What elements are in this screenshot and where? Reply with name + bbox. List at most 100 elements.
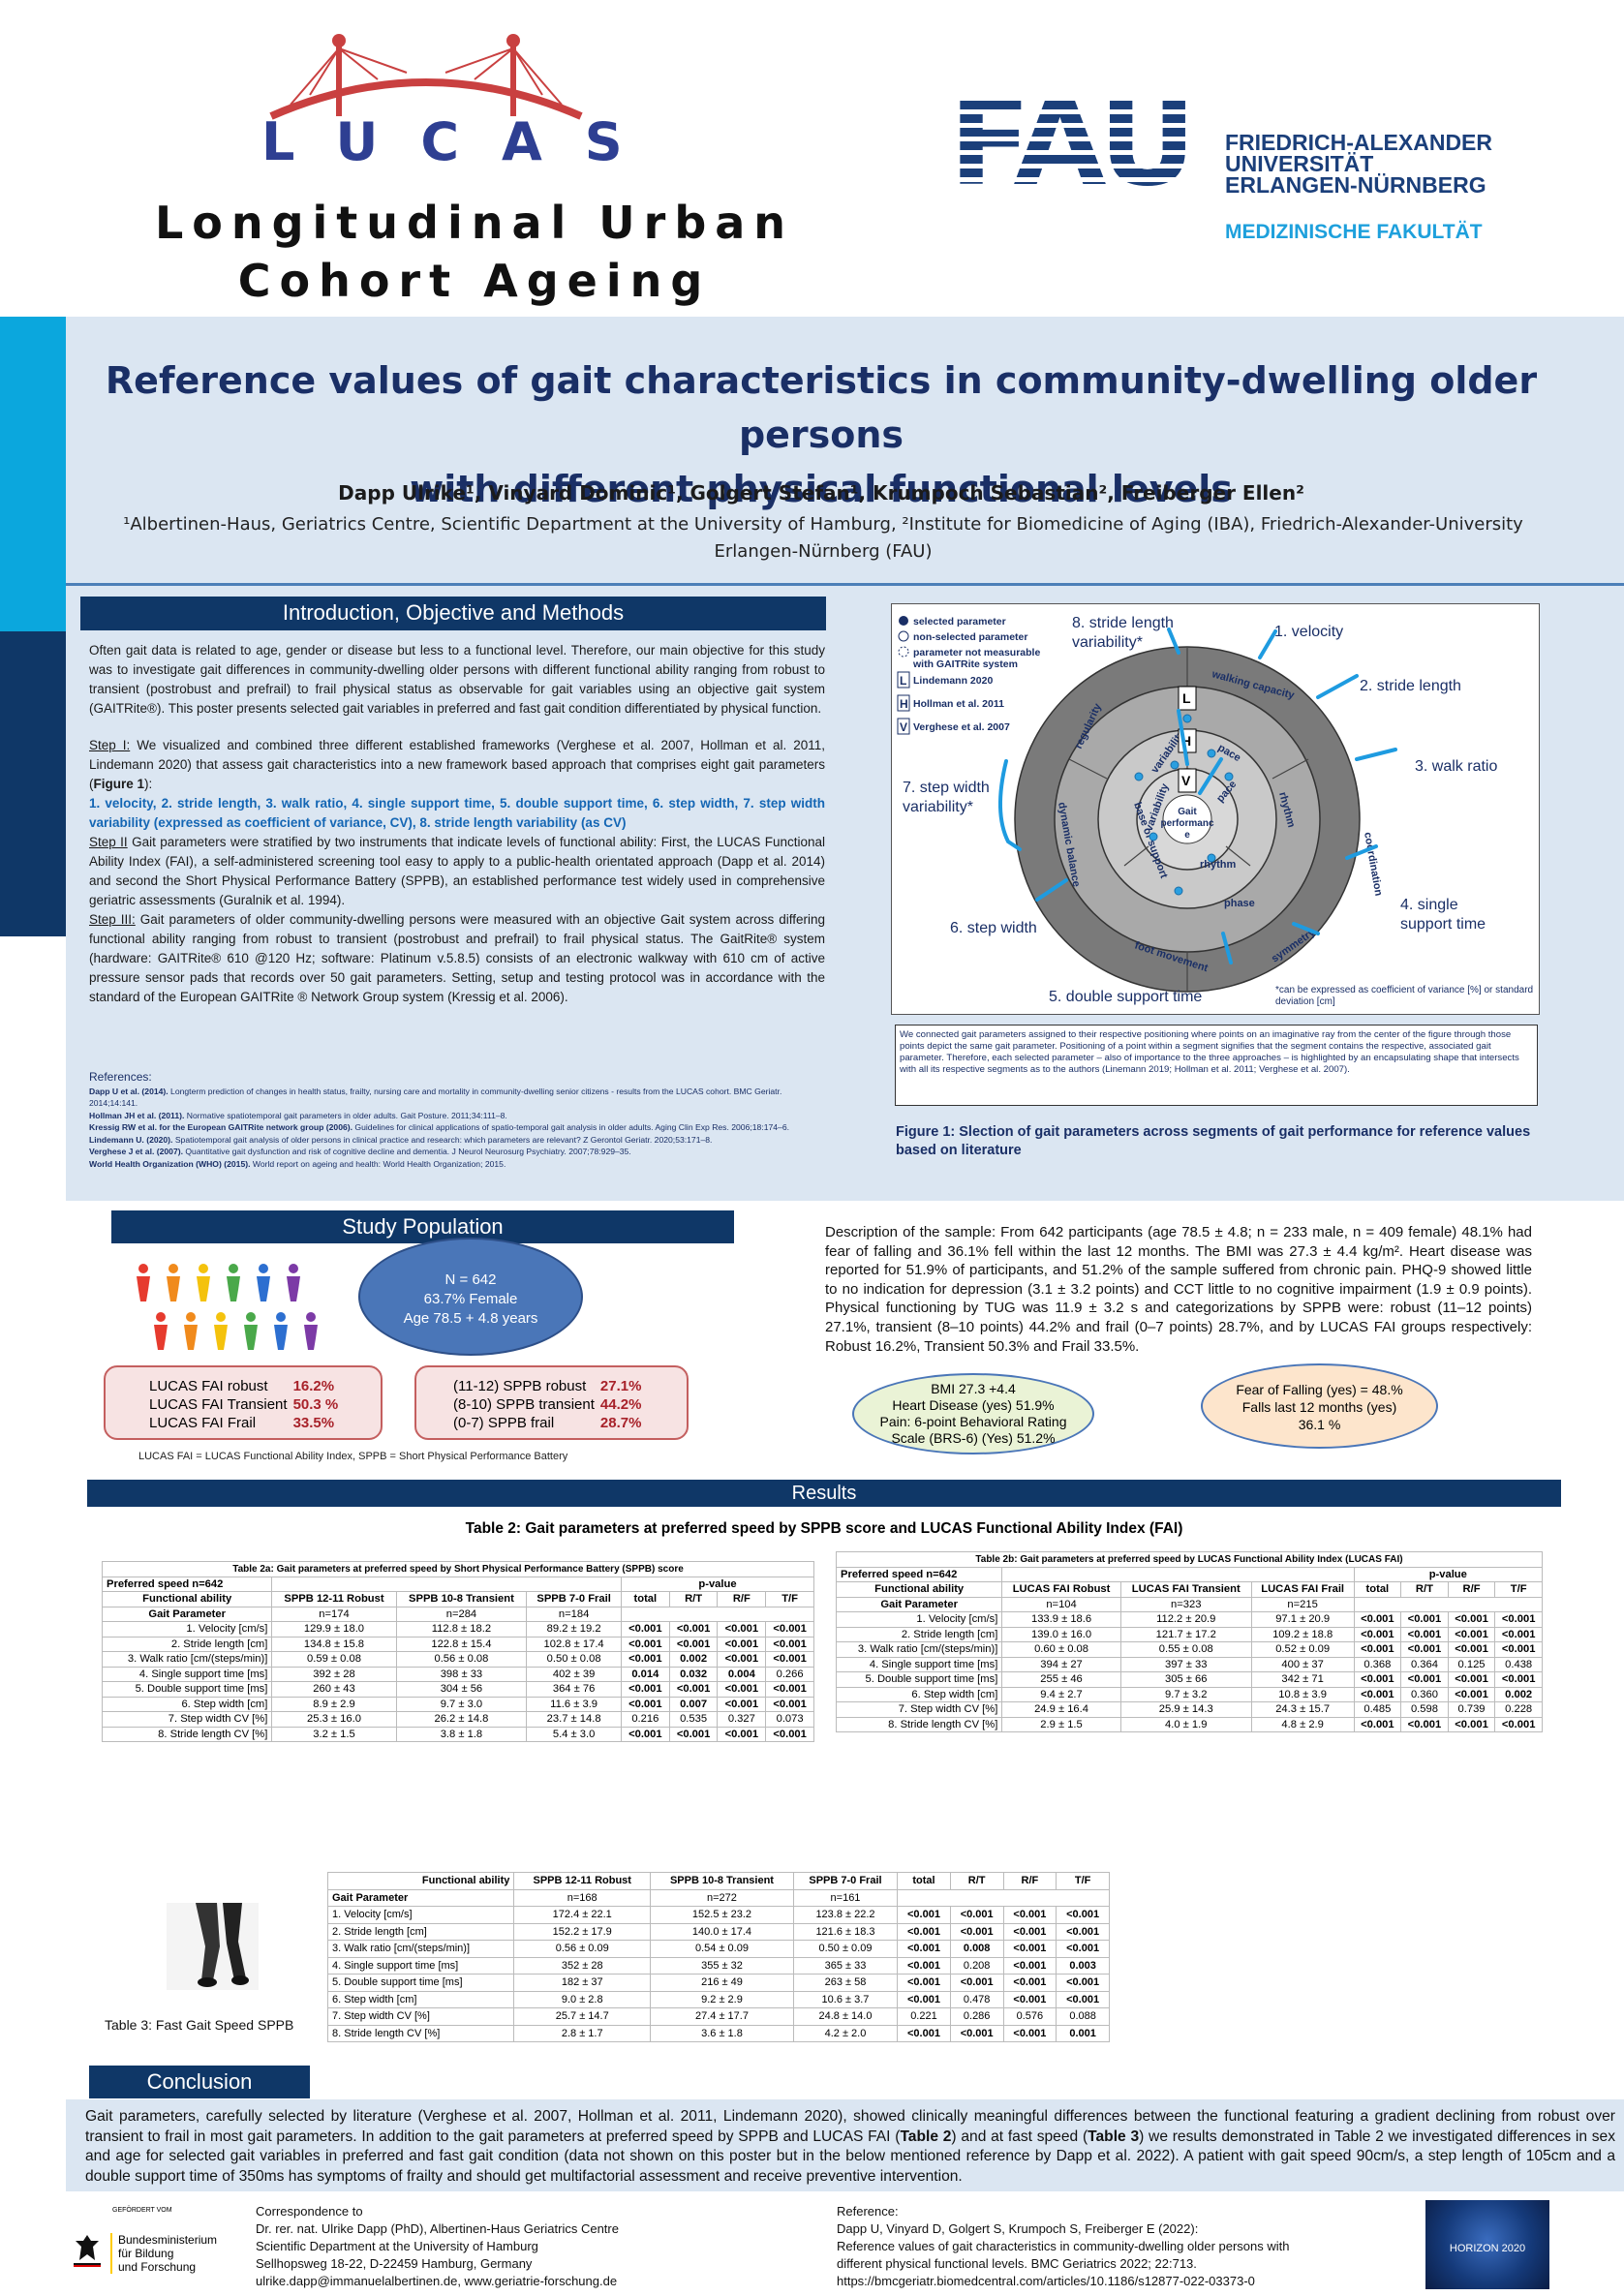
table-cell: 25.9 ± 14.3 (1119, 1701, 1252, 1718)
table-cell: 152.5 ± 23.2 (650, 1906, 794, 1924)
center-label-2: performanc (1160, 818, 1213, 829)
table-cell: 0.266 (765, 1666, 814, 1682)
distribution-value: 16.2% (292, 1378, 335, 1394)
table-cell: <0.001 (717, 1681, 767, 1698)
fau-name-line1: FRIEDRICH-ALEXANDER (1225, 130, 1492, 155)
sample-female: 63.7% Female (423, 1291, 518, 1307)
corr-line4: Sellhopsweg 18-22, D-22459 Hamburg, Germ… (256, 2256, 533, 2271)
table-cell: T/F (765, 1591, 814, 1607)
figure1-caption: Figure 1: Slection of gait parameters ac… (896, 1124, 1531, 1158)
abbreviation-note: LUCAS FAI = LUCAS Functional Ability Ind… (138, 1451, 568, 1462)
table-cell (620, 1606, 815, 1622)
step2-text: Gait parameters were stratified by two i… (89, 835, 825, 907)
table-cell: T/F (1494, 1581, 1543, 1598)
table-cell: <0.001 (1002, 1974, 1057, 1992)
intro-paragraph: Often gait data is related to age, gende… (89, 643, 825, 716)
falls-ellipse: Fear of Falling (yes) = 48.% Falls last … (1201, 1363, 1438, 1449)
table-cell: 0.088 (1056, 2007, 1110, 2026)
param-label-8b: variability* (1072, 634, 1143, 651)
table-cell: 0.032 (668, 1666, 719, 1682)
table-cell: 140.0 ± 17.4 (650, 1922, 794, 1941)
legend-notmeasurable-dot (898, 646, 909, 658)
table-2a: Table 2a: Gait parameters at preferred s… (101, 1561, 815, 1742)
corr-line2: Dr. rer. nat. Ulrike Dapp (PhD), Alberti… (256, 2221, 619, 2236)
table-cell: 402 ± 39 (526, 1666, 622, 1682)
distribution-value: 33.5% (292, 1415, 335, 1431)
param-label-4b: support time (1400, 916, 1486, 933)
table-cell: <0.001 (1002, 1956, 1057, 1975)
table-cell: <0.001 (1002, 1922, 1057, 1941)
legend-selected: selected parameter (913, 616, 1006, 628)
references-heading: References: (89, 1070, 152, 1084)
table-cell: n=168 (513, 1888, 652, 1907)
table-cell: 182 ± 37 (513, 1974, 652, 1992)
table-cell: LUCAS FAI Robust (1001, 1581, 1121, 1598)
table-row: 5. Double support time [ms] 260 ± 43 304 ±… (101, 1681, 814, 1698)
table-cell: 123.8 ± 22.2 (792, 1906, 899, 1924)
corr-contact[interactable]: ulrike.dapp@immanuelalbertinen.de, www.g… (256, 2274, 618, 2288)
table-cell: 0.007 (668, 1696, 719, 1712)
table-cell: <0.001 (897, 1956, 951, 1975)
conclusion-part-b: ) and at fast speed ( (951, 2128, 1088, 2145)
table-cell: 152.2 ± 17.9 (513, 1922, 652, 1941)
table-cell: SPPB 10-8 Transient (650, 1872, 794, 1890)
table-cell: 139.0 ± 16.0 (1001, 1626, 1121, 1642)
fau-logo: FAU (949, 87, 1196, 196)
table-cell: 0.59 ± 0.08 (271, 1651, 397, 1668)
corr-line1: Correspondence to (256, 2204, 363, 2219)
conclusion-table2-ref: Table 2 (900, 2128, 952, 2145)
ref-url[interactable]: https://bmcgeriatr.biomedcentral.com/art… (837, 2274, 1255, 2288)
reference-item: Lindemann U. (2020). Spatiotemporal gait… (89, 1134, 713, 1145)
heart-disease-line: Heart Disease (yes) 51.9% (892, 1397, 1055, 1413)
table-cell: <0.001 (1056, 1974, 1110, 1992)
table-row: 2. Stride length [cm] 134.8 ± 15.8 122.8 ±… (101, 1636, 814, 1652)
table-cell: <0.001 (1400, 1641, 1449, 1658)
distribution-label: (11-12) SPPB robust (453, 1378, 587, 1394)
distribution-label: (8-10) SPPB transient (453, 1396, 595, 1413)
bmbf-line2: für Bildung (118, 2247, 174, 2260)
table-cell: 112.2 ± 20.9 (1119, 1611, 1252, 1628)
table-cell: <0.001 (620, 1636, 670, 1652)
table-cell: 0.368 (1353, 1656, 1402, 1672)
param-label-1: 1. velocity (1274, 624, 1343, 640)
conclusion-panel (66, 2099, 1624, 2191)
figure1-footnote: *can be expressed as coefficient of vari… (1275, 985, 1534, 1007)
conclusion-part-c: ) we results demonstrated in Table 2 we … (85, 2128, 1615, 2185)
table-row: Gait Parameter n=168 n=272 n=161 (326, 1888, 1110, 1907)
table-row: 5. Double support time [ms] 182 ± 37 216 ±… (326, 1974, 1110, 1992)
table-cell: 8. Stride length CV [%] (835, 1716, 1003, 1732)
table-cell: <0.001 (1002, 1906, 1057, 1924)
step1-text: We visualized and combined three differe… (89, 738, 825, 791)
title-divider (66, 583, 1624, 586)
reference-item: Kressig RW et al. for the European GAITR… (89, 1122, 789, 1132)
table-cell: 352 ± 28 (513, 1956, 652, 1975)
conclusion-heading: Conclusion (89, 2066, 310, 2098)
table-cell: <0.001 (668, 1726, 719, 1742)
table-row: Functional ability SPPB 12-11 Robust SPPB … (101, 1591, 814, 1607)
table-cell: 365 ± 33 (792, 1956, 899, 1975)
table-cell: <0.001 (1353, 1686, 1402, 1702)
ref-line4: different physical functional levels. BM… (837, 2256, 1197, 2271)
segment-coordination: coordination (1362, 831, 1384, 897)
table-row: 5. Double support time [ms] 255 ± 46 305 ±… (835, 1671, 1543, 1688)
table-cell: 0.002 (668, 1651, 719, 1668)
table-cell: 0.478 (949, 1990, 1004, 2008)
table-cell: 0.003 (1056, 1956, 1110, 1975)
table-cell: 0.125 (1447, 1656, 1496, 1672)
reference-item: Hollman JH et al. (2011). Normative spat… (89, 1110, 507, 1120)
distribution-label: LUCAS FAI Frail (149, 1415, 257, 1431)
table-cell: 3. Walk ratio [cm/(steps/min)] (101, 1651, 273, 1668)
param-label-6: 6. step width (950, 920, 1037, 936)
conclusion-part-a: Gait parameters, carefully selected by l… (85, 2108, 1615, 2145)
table-cell: 5. Double support time [ms] (101, 1681, 273, 1698)
table-cell: 0.535 (668, 1711, 719, 1728)
ref-line2: Dapp U, Vinyard D, Golgert S, Krumpoch S… (837, 2221, 1199, 2236)
table-cell: <0.001 (1002, 2024, 1057, 2042)
table-cell: <0.001 (949, 1974, 1004, 1992)
reference-item: World Health Organization (WHO) (2015). … (89, 1158, 506, 1169)
table-cell: LUCAS FAI Frail (1250, 1581, 1355, 1598)
table-cell: <0.001 (1400, 1716, 1449, 1732)
sample-size-ellipse: N = 642 63.7% Female Age 78.5 + 4.8 year… (358, 1238, 583, 1356)
table-cell: 398 ± 33 (395, 1666, 528, 1682)
step1: Step I: We visualized and combined three… (89, 736, 825, 833)
